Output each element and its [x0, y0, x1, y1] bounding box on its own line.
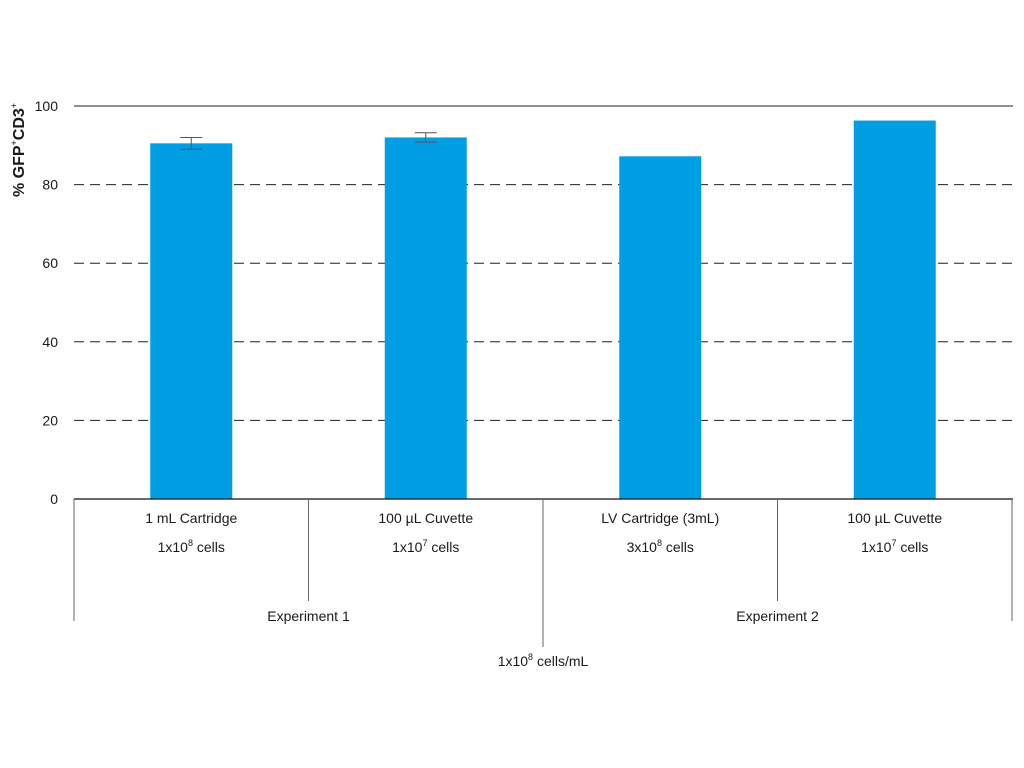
bar — [384, 137, 467, 499]
y-tick-label: 80 — [42, 177, 58, 193]
bar — [150, 143, 233, 499]
y-axis-label: % GFP+CD3+ — [9, 103, 28, 197]
category-label: 1 mL Cartridge — [145, 510, 237, 526]
bar — [619, 156, 702, 499]
group-label: Experiment 1 — [267, 608, 350, 624]
bar — [853, 120, 936, 499]
axes — [73, 498, 1013, 647]
gridlines — [74, 105, 1013, 421]
bars — [150, 120, 936, 499]
y-tick-label: 60 — [42, 255, 58, 271]
category-label: 100 µL Cuvette — [847, 510, 942, 526]
category-label: 100 µL Cuvette — [378, 510, 473, 526]
category-label: LV Cartridge (3mL) — [601, 510, 719, 526]
category-sublabel: 1x107 cells — [392, 538, 459, 555]
category-sublabel: 3x108 cells — [627, 538, 694, 555]
category-sublabel: 1x107 cells — [861, 538, 928, 555]
y-tick-label: 40 — [42, 334, 58, 350]
y-tick-label: 100 — [35, 98, 59, 114]
category-sublabel: 1x108 cells — [158, 538, 225, 555]
y-tick-label: 0 — [50, 491, 58, 507]
footer-label: 1x108 cells/mL — [498, 652, 589, 669]
y-tick-label: 20 — [42, 412, 58, 428]
labels: 0 20 40 60 80 100 1 mL Cartridge 1x108 cells 100… — [9, 98, 942, 669]
group-label: Experiment 2 — [736, 608, 819, 624]
